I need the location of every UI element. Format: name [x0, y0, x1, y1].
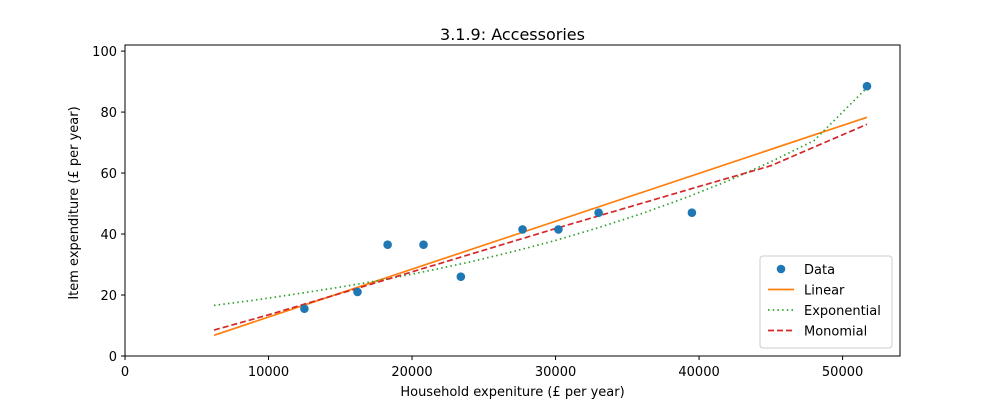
data-point	[518, 225, 527, 234]
y-tick-label: 60	[100, 167, 117, 182]
data-point	[554, 225, 563, 234]
axes-frame	[124, 44, 901, 357]
legend-box	[759, 255, 893, 349]
y-tick-label: 100	[92, 45, 117, 60]
legend-label-linear: Linear	[804, 284, 845, 299]
legend-label-data: Data	[804, 263, 835, 278]
data-point	[383, 240, 392, 250]
data-point	[687, 208, 697, 217]
series-line-monomial	[213, 123, 868, 331]
x-axis-label: Household expeniture (£ per year)	[400, 385, 624, 400]
x-tick-label: 20000	[391, 365, 432, 380]
legend-marker-data	[776, 264, 786, 274]
legend-label-monomial: Monomial	[804, 325, 867, 340]
x-tick-label: 40000	[678, 365, 719, 380]
y-axis-label: Item expenditure (£ per year)	[67, 106, 82, 299]
series-line-exponential	[213, 87, 868, 307]
data-point	[594, 208, 603, 217]
legend-label-exponential: Exponential	[804, 304, 881, 319]
chart-title: 3.1.9: Accessories	[440, 25, 585, 44]
x-tick-label: 50000	[822, 365, 863, 380]
data-point	[862, 81, 872, 91]
x-tick-label: 0	[121, 365, 129, 380]
y-tick-label: 0	[109, 350, 117, 365]
y-tick-label: 40	[100, 228, 117, 243]
y-tick-label: 20	[100, 289, 117, 304]
x-tick-label: 10000	[248, 365, 289, 380]
data-point	[300, 304, 309, 314]
data-point	[353, 287, 362, 297]
data-point	[419, 240, 428, 250]
plot-area: 0 10000 20000 30000 40000 50000 0 20 40 60 80 100 Da…	[92, 44, 901, 380]
y-tick-label: 80	[100, 106, 117, 121]
x-tick-label: 30000	[535, 365, 576, 380]
data-point	[456, 272, 466, 282]
